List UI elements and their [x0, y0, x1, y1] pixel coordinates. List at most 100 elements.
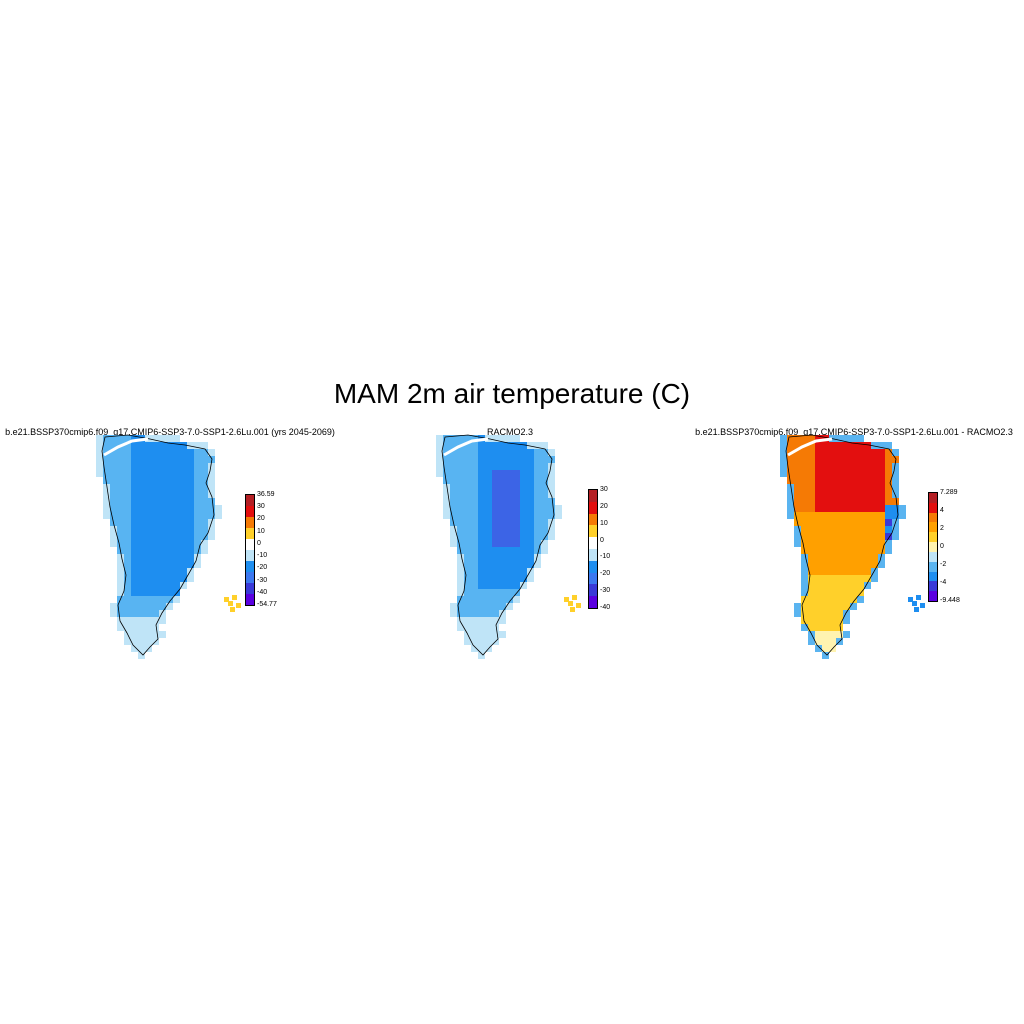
grid-cell [829, 470, 836, 477]
grid-cell [173, 470, 180, 477]
grid-cell [534, 519, 541, 526]
grid-cell [548, 512, 555, 519]
grid-cell [138, 638, 145, 645]
grid-cell [850, 470, 857, 477]
grid-cell [152, 596, 159, 603]
grid-cell [527, 470, 534, 477]
grid-cell [124, 505, 131, 512]
grid-cell [836, 449, 843, 456]
grid-cell [124, 547, 131, 554]
grid-cell [857, 463, 864, 470]
grid-cell [464, 463, 471, 470]
grid-cell [829, 582, 836, 589]
grid-cell [201, 512, 208, 519]
grid-cell [822, 603, 829, 610]
grid-cell [138, 505, 145, 512]
grid-cell [808, 561, 815, 568]
grid-cell [201, 442, 208, 449]
grid-cell [527, 575, 534, 582]
island-cell [236, 603, 241, 608]
grid-cell [173, 491, 180, 498]
grid-cell [117, 463, 124, 470]
grid-cell [152, 463, 159, 470]
grid-cell [464, 449, 471, 456]
panel-racmo: RACMO2.3 30 20 10 0 -10 -20 -30 -40 [340, 425, 680, 665]
grid-cell [857, 456, 864, 463]
grid-cell [829, 631, 836, 638]
grid-cell [801, 533, 808, 540]
grid-cell [843, 631, 850, 638]
grid-cell [208, 505, 215, 512]
grid-cell [152, 526, 159, 533]
grid-cell [506, 435, 513, 442]
grid-cell [96, 470, 103, 477]
colorbar-label: 0 [600, 536, 604, 544]
grid-cell [843, 505, 850, 512]
grid-cell [443, 491, 450, 498]
grid-cell [499, 603, 506, 610]
grid-cell [464, 596, 471, 603]
grid-cell [145, 484, 152, 491]
grid-cell [124, 582, 131, 589]
grid-cell [815, 519, 822, 526]
grid-cell [478, 470, 485, 477]
grid-cell [124, 603, 131, 610]
grid-cell [138, 519, 145, 526]
grid-cell [152, 582, 159, 589]
grid-cell [131, 547, 138, 554]
grid-cell [801, 512, 808, 519]
grid-cell [145, 491, 152, 498]
grid-cell [457, 498, 464, 505]
grid-cell [478, 526, 485, 533]
grid-cell [166, 547, 173, 554]
colorbar-label: -20 [600, 570, 611, 578]
grid-cell [450, 603, 457, 610]
grid-cell [885, 512, 892, 519]
grid-cell [117, 484, 124, 491]
grid-cell [822, 463, 829, 470]
grid-cell [478, 582, 485, 589]
grid-cell [548, 470, 555, 477]
grid-cell [117, 589, 124, 596]
grid-cell [815, 435, 822, 442]
grid-cell [124, 519, 131, 526]
grid-cell [506, 456, 513, 463]
grid-cell [864, 582, 871, 589]
grid-cell [152, 617, 159, 624]
grid-cell [152, 519, 159, 526]
grid-cell [117, 561, 124, 568]
grid-cell [801, 449, 808, 456]
grid-cell [822, 652, 829, 659]
grid-cell [836, 442, 843, 449]
colorbar-swatch [589, 560, 597, 573]
grid-cell [878, 540, 885, 547]
grid-cell [124, 533, 131, 540]
grid-cell [103, 505, 110, 512]
grid-cell [457, 610, 464, 617]
grid-cell [513, 561, 520, 568]
grid-cell [131, 568, 138, 575]
grid-cell [159, 589, 166, 596]
grid-cell [471, 442, 478, 449]
grid-cell [843, 575, 850, 582]
grid-cell [808, 477, 815, 484]
grid-cell [520, 554, 527, 561]
grid-cell [194, 456, 201, 463]
grid-cell [485, 617, 492, 624]
grid-cell [492, 596, 499, 603]
grid-cell [492, 449, 499, 456]
grid-cell [173, 519, 180, 526]
grid-cell [166, 596, 173, 603]
grid-cell [801, 603, 808, 610]
grid-cell [548, 456, 555, 463]
grid-cell [173, 477, 180, 484]
grid-cell [478, 463, 485, 470]
grid-cell [843, 491, 850, 498]
grid-cell [138, 617, 145, 624]
grid-cell [208, 533, 215, 540]
grid-cell [541, 463, 548, 470]
grid-cell [871, 568, 878, 575]
grid-cell [471, 463, 478, 470]
grid-cell [124, 484, 131, 491]
grid-cell [131, 596, 138, 603]
